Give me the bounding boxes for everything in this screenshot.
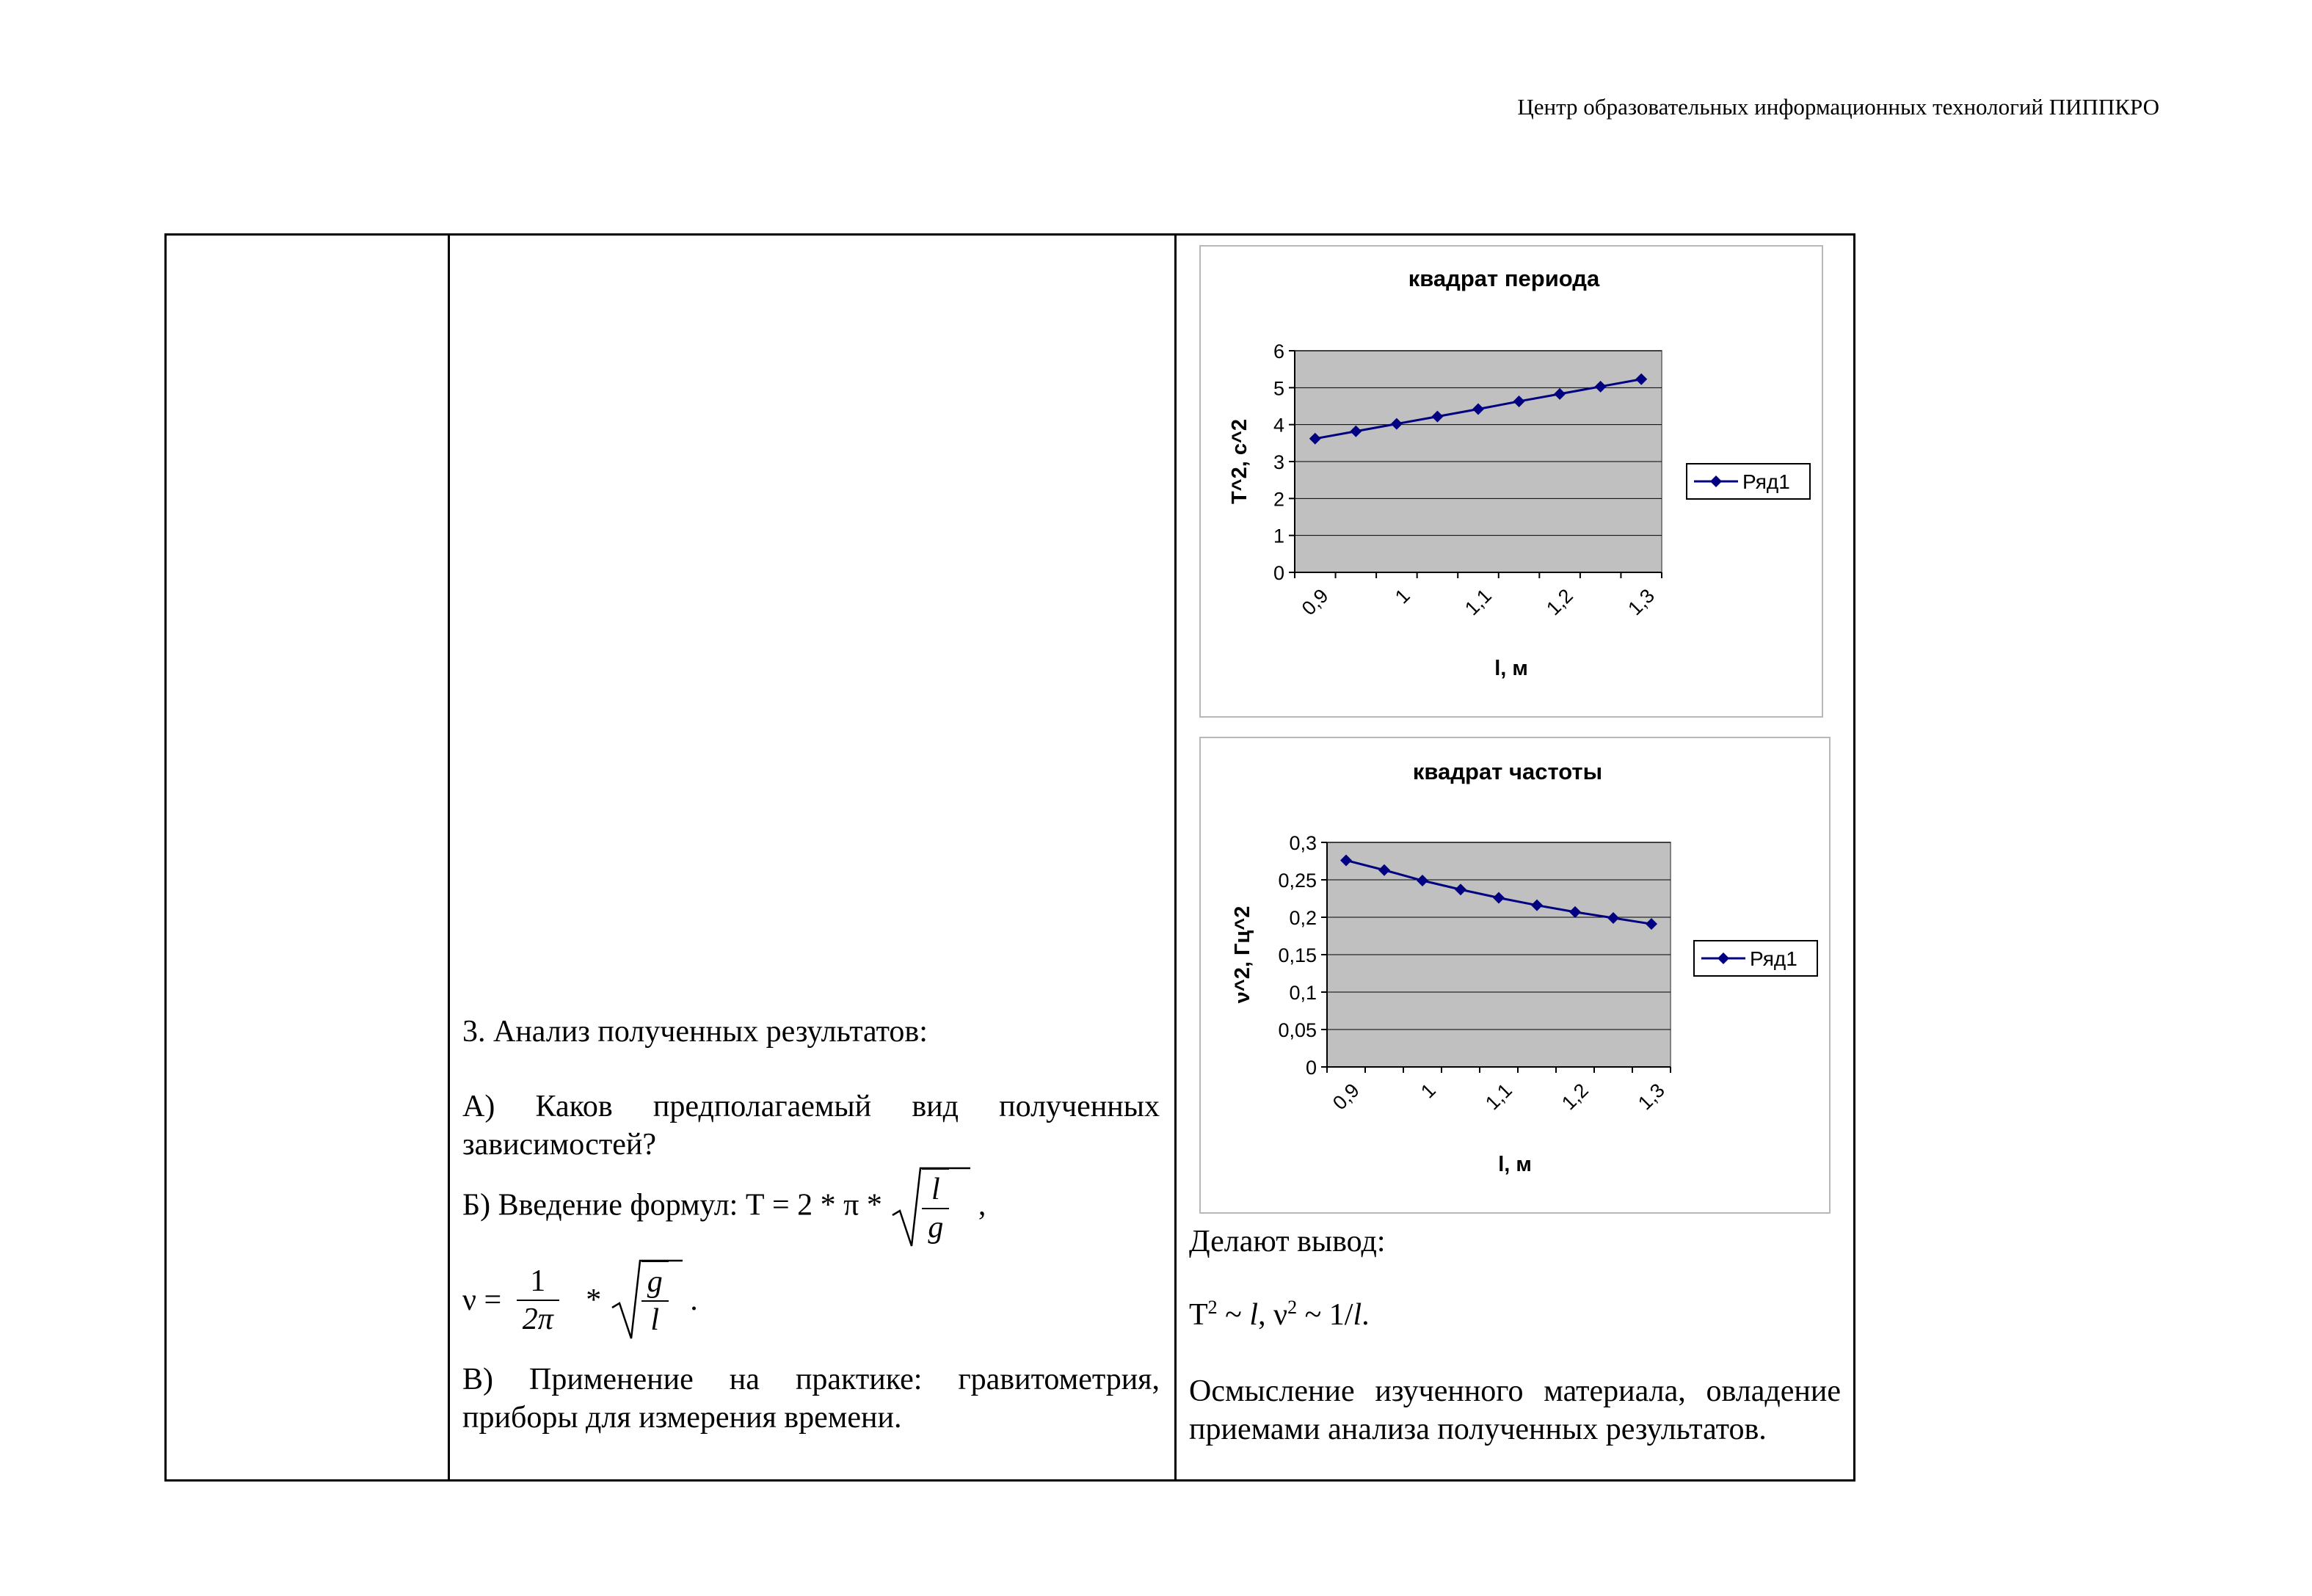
formula-tilde-1: ~: [1217, 1298, 1250, 1332]
x-tick-label: 1,1: [1461, 585, 1496, 620]
formula-dot: .: [1362, 1298, 1370, 1332]
formula-nu-suffix: .: [690, 1283, 698, 1317]
chart-period-svg: квадрат периода 0 1 2 3 4 5 6 0,9 1 1,1 1,2 1,3 l, м T…: [1228, 266, 1811, 680]
y-tick-label: 1: [1273, 525, 1284, 547]
y-tick-label: 0,1: [1289, 982, 1317, 1004]
formula-comma: ,: [1258, 1298, 1274, 1332]
chart-frequency-svg: квадрат частоты 0 0,05 0,1 0,15 0,2 0,25 0,3 0,9…: [1231, 759, 1818, 1176]
x-tick-label: 1: [1417, 1079, 1440, 1103]
content-table: [164, 233, 1855, 1482]
formula-nu-root-den: l: [650, 1303, 660, 1337]
formula-l-2: l: [1353, 1298, 1362, 1332]
y-tick-label: 3: [1273, 451, 1284, 473]
formula-nu-frac-num: 1: [516, 1263, 559, 1301]
data-point: [1646, 918, 1657, 930]
data-point: [1607, 912, 1619, 925]
x-tick-label: 1,2: [1557, 1079, 1593, 1115]
conclusion-label: Делают вывод:: [1189, 1225, 1386, 1258]
analysis-item-a: А) Каков предполагаемый вид полученных з…: [462, 1090, 1160, 1162]
formula-t-den: g: [928, 1211, 944, 1245]
x-tick-label: 1,3: [1634, 1079, 1669, 1115]
formula-tilde-2: ~ 1/: [1297, 1298, 1353, 1332]
y-tick-label: 0: [1306, 1057, 1317, 1079]
formula-nu-root-num: g: [641, 1264, 669, 1302]
formula-t-suffix: ,: [978, 1188, 986, 1222]
y-tick-label: 0,15: [1278, 944, 1317, 966]
formula-nu-prefix: ν =: [462, 1283, 502, 1317]
table-border-right: [1853, 233, 1855, 1481]
x-tick-label: 0,9: [1328, 1079, 1364, 1115]
y-tick-label: 5: [1273, 377, 1284, 399]
formula-nu-mult: *: [586, 1283, 602, 1317]
x-axis-label: l, м: [1494, 657, 1528, 680]
chart-frequency-squared: квадрат частоты 0 0,05 0,1 0,15 0,2 0,25 0,3 0,9…: [1199, 737, 1831, 1214]
analysis-item-b: Б) Введение формул: Т = 2 * π * l g ,: [462, 1167, 1160, 1249]
y-tick-label: 0,2: [1289, 907, 1317, 929]
data-point: [1340, 854, 1352, 867]
page-header: Центр образовательных информационных тех…: [1517, 94, 2159, 120]
data-point: [1569, 906, 1581, 918]
data-point: [1431, 410, 1444, 423]
y-tick-label: 2: [1273, 488, 1284, 510]
legend-marker: [1710, 475, 1722, 487]
y-axis-label: ν^2, Гц^2: [1231, 906, 1254, 1004]
conclusion-formula: T2 ~ l, ν2 ~ 1/l.: [1189, 1296, 1841, 1334]
data-point: [1554, 387, 1566, 400]
x-axis-label: l, м: [1498, 1153, 1532, 1176]
formula-nu-frac-den: 2π: [522, 1302, 553, 1336]
y-axis-label: T^2, с^2: [1228, 419, 1251, 504]
data-point: [1417, 875, 1428, 887]
table-border-left: [164, 233, 167, 1481]
x-tick-label: 1,3: [1624, 585, 1659, 620]
formula-T-exp: 2: [1207, 1297, 1218, 1318]
data-point: [1390, 418, 1403, 430]
data-point: [1594, 380, 1607, 393]
legend-label: Ряд1: [1750, 947, 1797, 970]
y-tick-label: 4: [1273, 415, 1284, 437]
formula-t-num: l: [922, 1171, 950, 1209]
y-tick-label: 6: [1273, 340, 1284, 362]
x-tick-label: 1,1: [1481, 1079, 1516, 1115]
analysis-nu-formula: ν = 1 2π * g l .: [462, 1259, 1160, 1341]
chart-title: квадрат частоты: [1413, 759, 1602, 784]
legend-marker: [1717, 952, 1729, 964]
data-point: [1493, 892, 1505, 904]
legend-label: Ряд1: [1742, 470, 1790, 493]
data-point: [1309, 432, 1321, 445]
y-tick-label: 0: [1273, 562, 1284, 584]
y-tick-label: 0,05: [1278, 1019, 1317, 1041]
data-point: [1513, 395, 1525, 407]
conclusion-summary: Осмысление изученного материала, овладен…: [1189, 1374, 1841, 1446]
formula-nu-exp: 2: [1287, 1297, 1298, 1318]
formula-l: l: [1249, 1298, 1259, 1332]
data-point: [1531, 899, 1543, 911]
data-point: [1378, 864, 1390, 876]
sqrt-g-over-l: g l: [609, 1259, 683, 1341]
formula-T: T: [1189, 1298, 1208, 1332]
analysis-heading: 3. Анализ полученных результатов:: [462, 1015, 928, 1049]
formula-nu: ν: [1273, 1298, 1288, 1332]
chart-period-squared: квадрат периода 0 1 2 3 4 5 6 0,9 1 1,1 1,2 1,3 l, м T…: [1199, 245, 1823, 718]
data-point: [1350, 425, 1362, 437]
formula-t-prefix: Б) Введение формул: Т = 2 * π *: [462, 1188, 882, 1222]
table-divider-2: [1174, 233, 1177, 1481]
chart-title: квадрат периода: [1408, 266, 1600, 291]
table-border-top: [164, 233, 1855, 236]
sqrt-l-over-g: l g: [890, 1167, 971, 1249]
data-point: [1472, 403, 1484, 415]
y-tick-label: 0,25: [1278, 870, 1317, 892]
table-divider-1: [448, 233, 450, 1481]
x-tick-label: 1,2: [1542, 585, 1577, 620]
data-point: [1635, 373, 1648, 385]
table-border-bottom: [164, 1479, 1855, 1482]
x-tick-label: 1: [1391, 585, 1414, 608]
x-tick-label: 0,9: [1298, 585, 1333, 620]
data-point: [1455, 883, 1466, 896]
y-tick-label: 0,3: [1289, 832, 1317, 854]
analysis-item-c: В) Применение на практике: гравитометрия…: [462, 1363, 1160, 1435]
